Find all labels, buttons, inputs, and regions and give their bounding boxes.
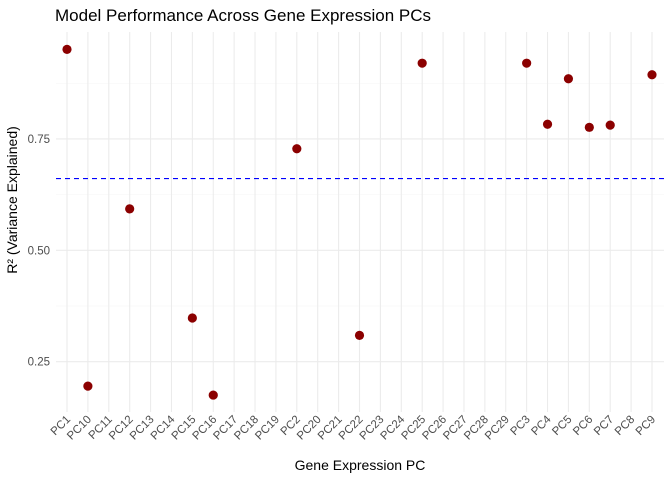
data-point bbox=[125, 204, 135, 214]
x-axis-ticks: PC1PC10PC11PC12PC13PC14PC15PC16PC17PC18P… bbox=[49, 413, 658, 442]
data-point bbox=[292, 144, 302, 154]
data-point bbox=[542, 119, 553, 129]
x-tick-label: PC5 bbox=[550, 414, 574, 438]
y-axis-ticks: 0.25 0.50 0.75 bbox=[28, 134, 50, 369]
data-point bbox=[584, 122, 594, 132]
chart-title: Model Performance Across Gene Expression… bbox=[55, 6, 431, 25]
x-tick-label: PC10 bbox=[65, 414, 94, 443]
data-point bbox=[83, 381, 93, 391]
data-point bbox=[417, 58, 427, 68]
x-tick-label: PC9 bbox=[634, 414, 658, 438]
x-tick-label: PC4 bbox=[529, 413, 554, 438]
y-axis-title: R² (Variance Explained) bbox=[4, 126, 20, 274]
data-point bbox=[187, 313, 197, 323]
x-tick-label: PC19 bbox=[253, 414, 282, 443]
data-points bbox=[62, 44, 657, 400]
x-axis-title: Gene Expression PC bbox=[295, 457, 426, 473]
y-tick-label: 0.25 bbox=[28, 357, 50, 369]
data-point bbox=[208, 390, 218, 400]
data-point bbox=[522, 58, 532, 68]
data-point bbox=[647, 70, 657, 80]
y-tick-label: 0.75 bbox=[28, 134, 50, 146]
data-point bbox=[563, 74, 574, 84]
x-tick-label: PC7 bbox=[592, 414, 616, 438]
y-tick-label: 0.50 bbox=[28, 245, 50, 257]
x-tick-label: PC29 bbox=[483, 414, 512, 443]
data-point bbox=[605, 120, 615, 130]
grid-lines bbox=[56, 32, 664, 412]
data-point bbox=[62, 44, 72, 54]
x-tick-label: PC3 bbox=[508, 414, 532, 438]
data-point bbox=[354, 330, 365, 340]
x-tick-label: PC6 bbox=[571, 414, 595, 438]
x-tick-label: PC8 bbox=[613, 414, 637, 438]
